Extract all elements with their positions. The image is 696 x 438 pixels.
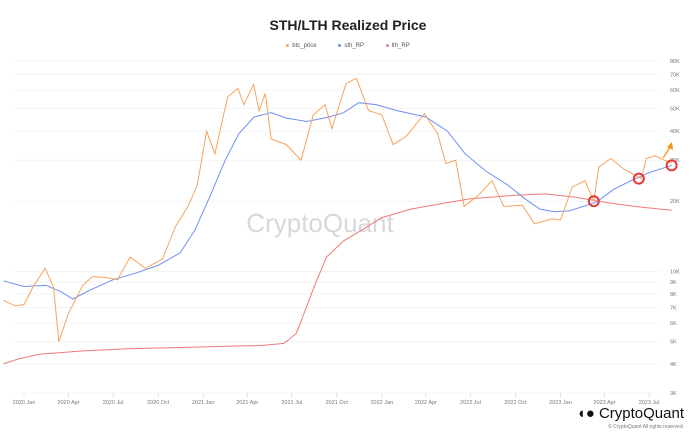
y-tick-label: 60K (670, 88, 680, 94)
x-tick-label: 2022 Jan (371, 400, 394, 406)
legend-label: sth_RP (344, 43, 365, 49)
y-tick-label: 80K (670, 59, 680, 65)
cryptoquant-logo: ◖● CryptoQuant (576, 405, 684, 422)
x-tick-label: 2021 Jan (192, 400, 215, 406)
y-tick-label: 50K (670, 107, 680, 113)
logo-text: CryptoQuant (598, 405, 684, 422)
x-tick-label: 2022 Jul (460, 400, 481, 406)
x-tick-label: 2023 Apr (594, 400, 616, 406)
x-tick-label: 2020 Apr (58, 400, 80, 406)
x-tick-label: 2022 Oct (504, 400, 527, 406)
annotation-circle (632, 172, 645, 185)
series-line-btc-price (3, 77, 672, 342)
legend-dot (338, 43, 342, 47)
x-tick-label: 2023 Jul (639, 400, 660, 406)
x-tick-label: 2021 Jul (281, 400, 302, 406)
watermark: CryptoQuant (246, 208, 394, 238)
y-tick-label: 10K (670, 269, 680, 275)
legend-dot (286, 43, 290, 47)
y-tick-label: 9K (670, 280, 677, 286)
x-tick-label: 2023 Jan (549, 400, 572, 406)
y-tick-label: 7K (670, 305, 677, 311)
legend-item-sth-rp[interactable]: sth_RP (338, 43, 364, 49)
x-tick-label: 2020 Oct (147, 400, 170, 406)
chart-title: STH/LTH Realized Price (269, 17, 427, 33)
y-tick-label: 3K (670, 391, 677, 397)
annotation-circle (587, 195, 600, 208)
legend-dot (385, 43, 389, 47)
legend-item-btc-price[interactable]: btc_price (286, 43, 317, 49)
series-line-sth-rp (3, 102, 672, 300)
copyright: © CryptoQuant All rights reserved. (608, 424, 684, 430)
y-tick-label: 40K (670, 129, 680, 135)
annotation-circle (665, 159, 678, 172)
y-tick-label: 8K (670, 292, 677, 298)
x-tick-label: 2021 Apr (236, 400, 258, 406)
y-tick-label: 70K (670, 73, 680, 79)
x-tick-label: 2022 Apr (415, 400, 437, 406)
legend: btc_price sth_RP lth_RP (0, 43, 696, 49)
y-tick-label: 6K (670, 321, 677, 327)
y-tick-label: 4K (670, 362, 677, 368)
x-tick-label: 2021 Oct (326, 400, 349, 406)
arrow-head-icon (667, 142, 673, 150)
y-tick-label: 20K (670, 199, 680, 205)
y-tick-label: 5K (670, 339, 677, 345)
legend-item-lth-rp[interactable]: lth_RP (385, 43, 410, 49)
x-tick-label: 2020 Jul (103, 400, 124, 406)
x-tick-label: 2020 Jan (13, 400, 36, 406)
legend-label: lth_RP (391, 43, 410, 49)
legend-label: btc_price (292, 43, 317, 49)
series-line-lth-rp (3, 193, 672, 365)
